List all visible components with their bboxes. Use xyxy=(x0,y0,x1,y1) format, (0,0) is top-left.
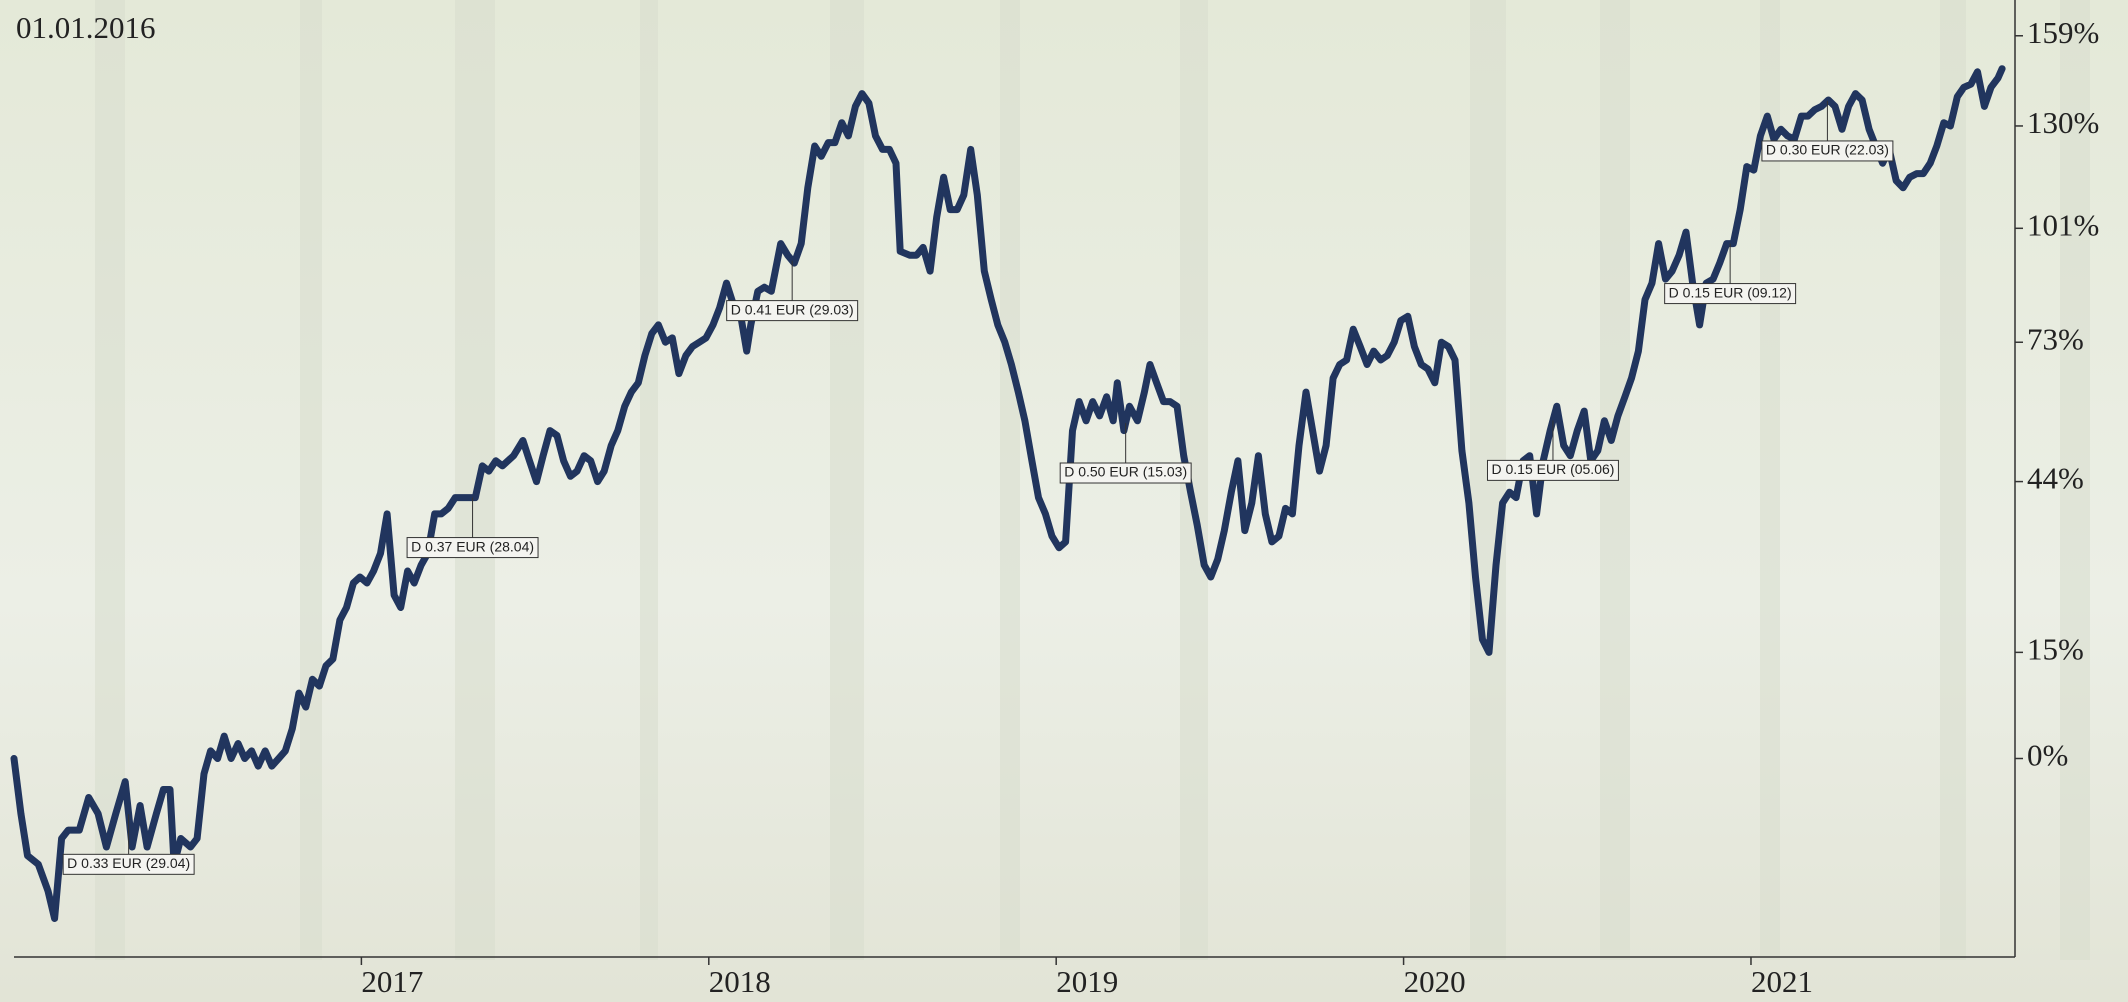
y-tick-label: 159% xyxy=(2027,15,2099,50)
annotation-text: D 0.41 EUR (29.03) xyxy=(731,301,854,317)
annotation-box xyxy=(1761,140,1894,162)
annotation-box xyxy=(1486,459,1619,481)
annotation-box xyxy=(726,300,859,322)
annotation-text: D 0.50 EUR (15.03) xyxy=(1064,464,1187,480)
annotation: D 0.37 EUR (28.04) xyxy=(406,537,539,559)
annotation-box xyxy=(1059,462,1192,484)
price-line xyxy=(10,65,2006,922)
chart-title: 01.01.2016 xyxy=(16,10,156,45)
annotation: D 0.15 EUR (09.12) xyxy=(1664,283,1797,305)
x-tick-label: 2021 xyxy=(1751,964,1813,999)
x-tick-label: 2019 xyxy=(1056,964,1118,999)
annotation: D 0.15 EUR (05.06) xyxy=(1486,459,1619,481)
y-tick-label: 101% xyxy=(2027,207,2099,242)
annotation-text: D 0.15 EUR (09.12) xyxy=(1669,284,1792,300)
y-tick-label: 44% xyxy=(2027,461,2084,496)
annotation-text: D 0.33 EUR (29.04) xyxy=(67,855,190,871)
annotation: D 0.33 EUR (29.04) xyxy=(62,853,195,875)
x-tick-label: 2020 xyxy=(1404,964,1466,999)
annotation-text: D 0.15 EUR (05.06) xyxy=(1491,461,1614,477)
y-tick-label: 73% xyxy=(2027,321,2084,356)
annotation-text: D 0.37 EUR (28.04) xyxy=(411,538,534,554)
annotation: D 0.50 EUR (15.03) xyxy=(1059,462,1192,484)
y-tick-label: 0% xyxy=(2027,738,2068,773)
annotation: D 0.41 EUR (29.03) xyxy=(726,300,859,322)
annotation-text: D 0.30 EUR (22.03) xyxy=(1766,142,1889,158)
annotation-box xyxy=(1664,283,1797,305)
annotation: D 0.30 EUR (22.03) xyxy=(1761,140,1894,162)
x-tick-label: 2017 xyxy=(361,964,423,999)
y-tick-label: 130% xyxy=(2027,105,2099,140)
annotation-box xyxy=(406,537,539,559)
x-tick-label: 2018 xyxy=(709,964,771,999)
annotation-box xyxy=(62,853,195,875)
y-tick-label: 15% xyxy=(2027,631,2084,666)
